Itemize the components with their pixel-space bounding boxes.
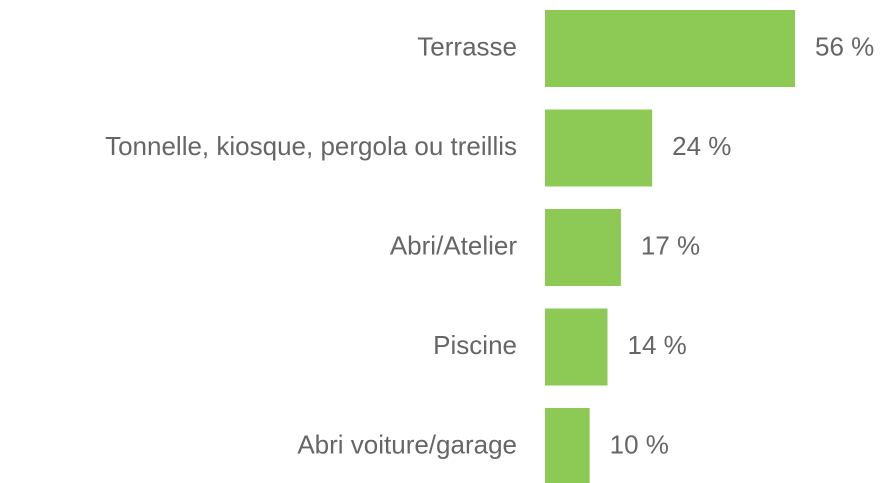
bar [545, 109, 653, 187]
bar [545, 408, 590, 483]
value-label: 56 % [815, 31, 874, 61]
category-label: Tonnelle, kiosque, pergola ou treillis [105, 131, 517, 161]
bar [545, 10, 796, 87]
category-label: Piscine [433, 330, 517, 360]
bar [545, 209, 621, 286]
value-label: 24 % [672, 131, 731, 161]
bar [545, 308, 608, 386]
category-label: Terrasse [417, 31, 517, 61]
category-label: Abri voiture/garage [297, 429, 517, 459]
category-label: Abri/Atelier [390, 230, 517, 260]
value-label: 14 % [628, 330, 687, 360]
value-label: 10 % [610, 429, 669, 459]
value-label: 17 % [641, 230, 700, 260]
